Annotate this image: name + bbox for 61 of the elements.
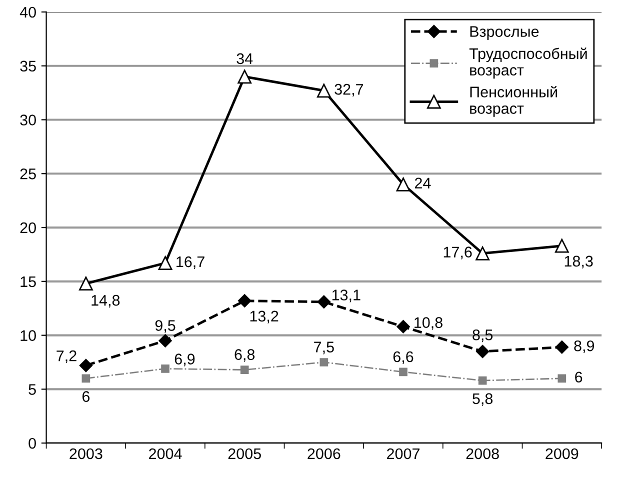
data-label: 6 <box>575 372 582 383</box>
x-tick-label: 2005 <box>228 448 261 460</box>
point <box>238 294 252 308</box>
data-label: 17,6 <box>444 246 472 260</box>
data-label: 32,7 <box>334 84 364 97</box>
data-label: 34 <box>236 53 253 64</box>
point <box>476 344 490 358</box>
point <box>238 70 252 84</box>
data-label: 6,8 <box>234 349 255 362</box>
y-tick-label: 15 <box>20 276 36 288</box>
point <box>240 366 249 374</box>
point <box>399 368 408 376</box>
data-label: 18,3 <box>564 256 593 268</box>
data-label: 8,9 <box>574 340 594 354</box>
point <box>476 246 490 260</box>
data-label: 7,2 <box>56 350 76 364</box>
data-label: 9,5 <box>155 320 176 333</box>
point <box>82 374 90 383</box>
point <box>558 374 566 383</box>
y-tick-label: 35 <box>20 60 36 72</box>
data-label: 7,5 <box>314 342 334 354</box>
data-label: 6,9 <box>174 354 195 366</box>
y-tick-label: 25 <box>20 168 36 180</box>
point <box>396 177 410 192</box>
y-tick-label: 10 <box>20 330 36 341</box>
x-tick-label: 2004 <box>149 448 182 460</box>
point <box>78 276 93 291</box>
legend-label: Взрослые <box>470 26 539 40</box>
data-label: 13,1 <box>332 290 360 302</box>
point <box>158 334 172 348</box>
x-tick-label: 2007 <box>387 448 420 460</box>
x-tick-label: 2008 <box>466 448 499 460</box>
legend-label: Пенсионный возраст <box>470 86 557 117</box>
y-tick-label: 20 <box>20 222 36 234</box>
y-tick-label: 5 <box>28 384 36 395</box>
point <box>316 84 331 98</box>
point <box>161 364 170 373</box>
x-tick-label: 2009 <box>546 448 578 460</box>
point <box>79 358 93 372</box>
point <box>320 358 328 366</box>
point <box>317 295 331 308</box>
legend-label: Трудоспособный возраст <box>469 48 587 79</box>
data-label: 10,8 <box>414 317 442 330</box>
x-tick-label: 2006 <box>308 448 340 460</box>
data-label: 13,2 <box>250 310 278 324</box>
y-tick-label: 30 <box>20 114 36 126</box>
x-tick-label: 2003 <box>70 448 102 460</box>
data-label: 16,7 <box>176 256 204 269</box>
point <box>555 340 568 354</box>
point <box>396 320 410 334</box>
point <box>158 256 172 270</box>
point <box>554 238 569 253</box>
data-label: 6,6 <box>393 351 414 364</box>
data-label: 8,5 <box>472 329 493 342</box>
y-tick-label: 40 <box>20 6 36 18</box>
data-label: 5,8 <box>472 393 493 406</box>
y-tick-label: 0 <box>28 438 36 449</box>
data-label: 14,8 <box>92 294 120 308</box>
point <box>478 376 487 385</box>
data-label: 24 <box>414 178 431 188</box>
data-label: 6 <box>82 391 90 402</box>
